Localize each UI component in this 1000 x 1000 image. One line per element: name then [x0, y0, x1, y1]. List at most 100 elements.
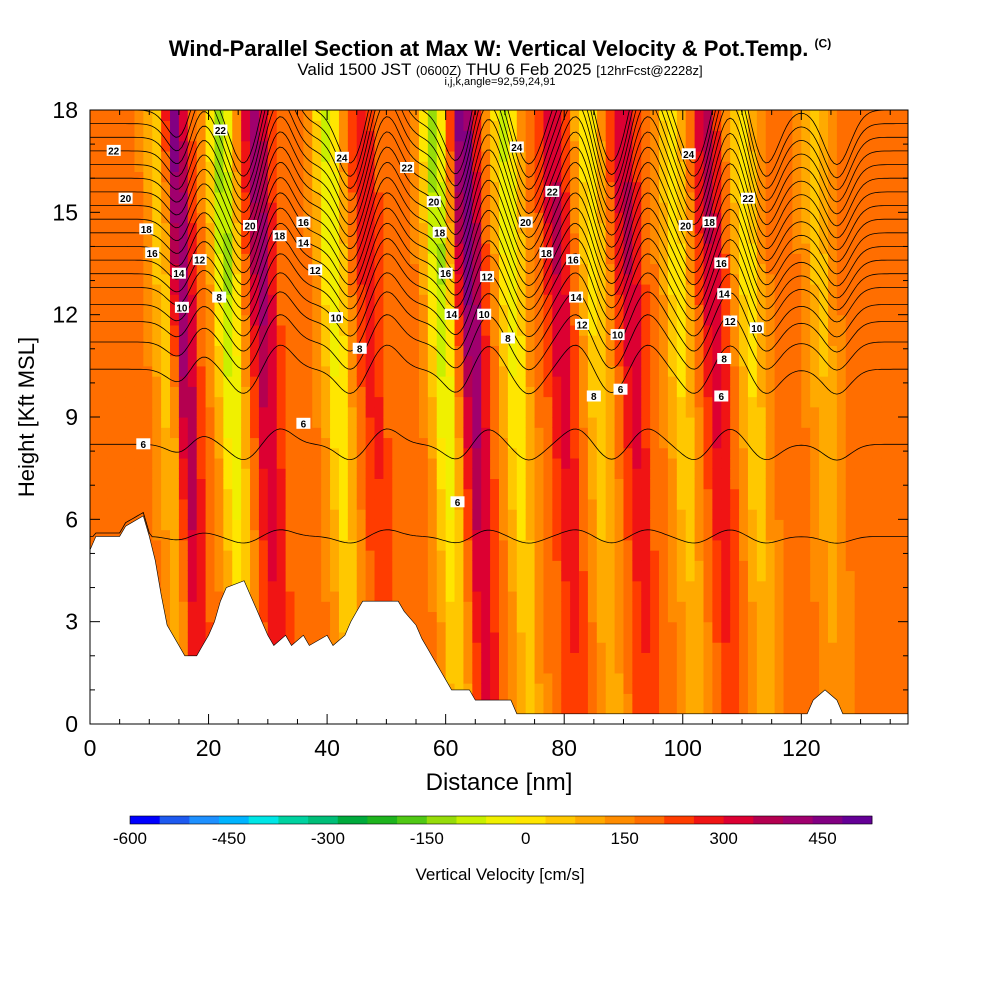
- field-cell: [134, 110, 144, 121]
- field-cell: [676, 550, 687, 561]
- field-cell: [561, 560, 571, 572]
- field-cell: [232, 120, 242, 132]
- field-cell: [161, 478, 171, 490]
- field-cell: [499, 468, 509, 479]
- field-cell: [579, 652, 589, 664]
- field-cell: [525, 161, 536, 172]
- field-cell: [445, 498, 456, 510]
- field-cell: [463, 570, 473, 582]
- field-cell: [285, 590, 296, 602]
- field-cell: [187, 478, 198, 490]
- field-cell: [178, 468, 189, 479]
- field-cell: [338, 243, 349, 254]
- field-cell: [552, 417, 562, 428]
- field-cell: [623, 396, 633, 408]
- field-cell: [170, 468, 180, 479]
- field-cell: [712, 703, 722, 715]
- field-cell: [579, 550, 589, 561]
- field-cell: [499, 427, 509, 439]
- field-cell: [490, 478, 500, 490]
- field-cell: [721, 621, 731, 633]
- field-cell: [365, 376, 376, 387]
- field-cell: [676, 539, 687, 551]
- field-cell: [747, 519, 758, 531]
- field-cell: [801, 683, 811, 694]
- field-cell: [579, 672, 589, 684]
- field-cell: [356, 560, 367, 572]
- field-cell: [596, 324, 607, 336]
- field-cell: [436, 365, 447, 377]
- field-cell: [436, 611, 447, 623]
- field-cell: [676, 427, 687, 439]
- field-cell: [170, 345, 180, 357]
- field-cell: [90, 212, 100, 224]
- field-cell: [676, 621, 687, 633]
- field-cell: [703, 324, 713, 336]
- field-cell: [730, 611, 740, 623]
- field-cell: [161, 406, 171, 418]
- field-cell: [605, 181, 616, 193]
- field-cell: [667, 539, 678, 551]
- field-cell: [774, 550, 785, 561]
- field-cell: [552, 693, 562, 705]
- field-cell: [819, 427, 829, 439]
- field-cell: [525, 314, 536, 326]
- field-cell: [125, 509, 136, 520]
- field-cell: [676, 273, 687, 285]
- field-cell: [605, 376, 616, 387]
- field-cell: [783, 376, 794, 387]
- field-cell: [810, 283, 820, 295]
- field-cell: [134, 140, 144, 152]
- field-cell: [356, 427, 367, 439]
- field-cell: [294, 243, 304, 254]
- field-cell: [667, 406, 678, 418]
- field-cell: [650, 130, 660, 142]
- field-cell: [623, 376, 633, 387]
- field-cell: [187, 560, 198, 572]
- field-cell: [507, 601, 518, 613]
- field-cell: [543, 304, 553, 316]
- field-cell: [499, 253, 509, 265]
- field-cell: [819, 212, 829, 224]
- field-cell: [712, 488, 722, 500]
- field-cell: [392, 590, 402, 602]
- field-cell: [810, 478, 820, 490]
- field-cell: [605, 662, 616, 674]
- field-cell: [267, 212, 278, 224]
- field-cell: [774, 488, 785, 500]
- field-cell: [765, 273, 776, 285]
- field-cell: [543, 120, 553, 132]
- field-cell: [659, 212, 669, 224]
- field-cell: [294, 150, 304, 162]
- field-cell: [605, 437, 616, 449]
- field-cell: [170, 181, 180, 193]
- field-cell: [418, 376, 429, 387]
- field-cell: [303, 273, 313, 285]
- field-cell: [276, 140, 287, 152]
- field-cell: [659, 488, 669, 500]
- field-cell: [276, 386, 287, 398]
- field-cell: [454, 212, 465, 224]
- field-cell: [152, 396, 162, 408]
- field-cell: [516, 437, 527, 449]
- field-cell: [641, 457, 651, 469]
- field-cell: [632, 324, 642, 336]
- field-cell: [214, 304, 224, 316]
- field-cell: [534, 519, 545, 531]
- field-cell: [516, 130, 527, 142]
- field-cell: [694, 693, 705, 705]
- field-cell: [543, 427, 553, 439]
- field-cell: [276, 212, 287, 224]
- field-cell: [730, 406, 740, 418]
- field-cell: [454, 406, 465, 418]
- field-cell: [418, 386, 429, 398]
- field-cell: [516, 161, 527, 172]
- field-cell: [321, 478, 331, 490]
- field-cell: [161, 468, 171, 479]
- field-cell: [312, 447, 322, 459]
- field-cell: [774, 212, 785, 224]
- field-cell: [587, 509, 598, 520]
- field-cell: [383, 560, 393, 572]
- field-cell: [98, 140, 109, 152]
- field-cell: [418, 263, 429, 275]
